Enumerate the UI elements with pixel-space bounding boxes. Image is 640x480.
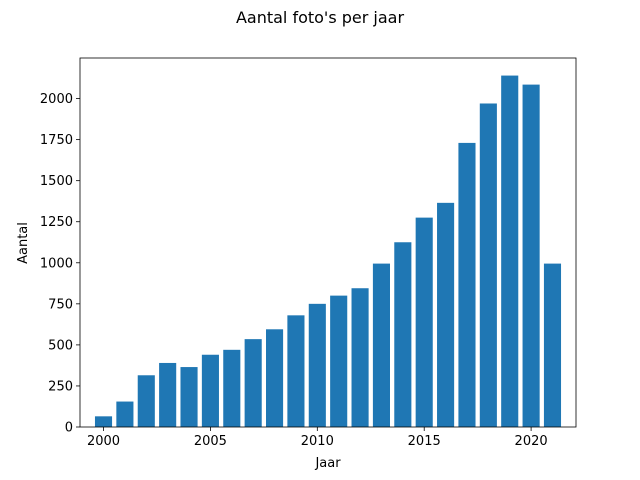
bar-2012 xyxy=(351,288,369,427)
y-tick-label: 1750 xyxy=(40,133,73,148)
bar-2021 xyxy=(543,263,562,427)
bar-2000 xyxy=(94,416,113,427)
bar-2016 xyxy=(437,202,455,427)
bar-2007 xyxy=(244,339,262,427)
bar-2015 xyxy=(415,217,433,427)
bar-2017 xyxy=(458,142,476,428)
bar-2011 xyxy=(330,295,348,427)
chart-title: Aantal foto's per jaar xyxy=(236,8,405,27)
bar-2002 xyxy=(137,375,155,427)
bar-2019 xyxy=(501,75,519,428)
bar-2006 xyxy=(223,349,241,427)
x-tick-label: 2000 xyxy=(87,434,120,449)
bar-2009 xyxy=(287,315,305,427)
bar-2014 xyxy=(394,242,412,427)
x-axis-label: Jaar xyxy=(314,456,341,471)
x-axis-ticks: 2000 2005 2010 2015 2020 xyxy=(87,427,548,449)
y-tick-label: 500 xyxy=(48,338,73,353)
y-tick-label: 2000 xyxy=(40,92,73,107)
x-tick-label: 2015 xyxy=(408,434,441,449)
bar-2020 xyxy=(522,84,540,428)
y-tick-label: 1250 xyxy=(40,215,73,230)
y-tick-label: 1500 xyxy=(40,174,73,189)
y-tick-label: 750 xyxy=(48,297,73,312)
bar-2008 xyxy=(266,329,284,427)
y-tick-label: 1000 xyxy=(40,256,73,271)
bar-2018 xyxy=(479,103,497,428)
y-tick-label: 250 xyxy=(48,379,73,394)
y-tick-label: 0 xyxy=(65,421,73,436)
x-tick-label: 2005 xyxy=(194,434,227,449)
y-axis-ticks: 0 250 500 750 1000 1250 1500 1750 2000 xyxy=(40,92,80,436)
plot-frame xyxy=(79,57,577,428)
x-tick-label: 2010 xyxy=(301,434,334,449)
bar-2004 xyxy=(180,367,198,427)
bars-group xyxy=(94,75,562,428)
bar-2001 xyxy=(116,401,134,427)
bar-2005 xyxy=(201,354,219,427)
y-axis-label: Aantal xyxy=(16,222,31,264)
bar-2010 xyxy=(308,303,326,427)
x-tick-label: 2020 xyxy=(515,434,548,449)
bar-2013 xyxy=(372,263,390,427)
bar-2003 xyxy=(159,362,177,427)
